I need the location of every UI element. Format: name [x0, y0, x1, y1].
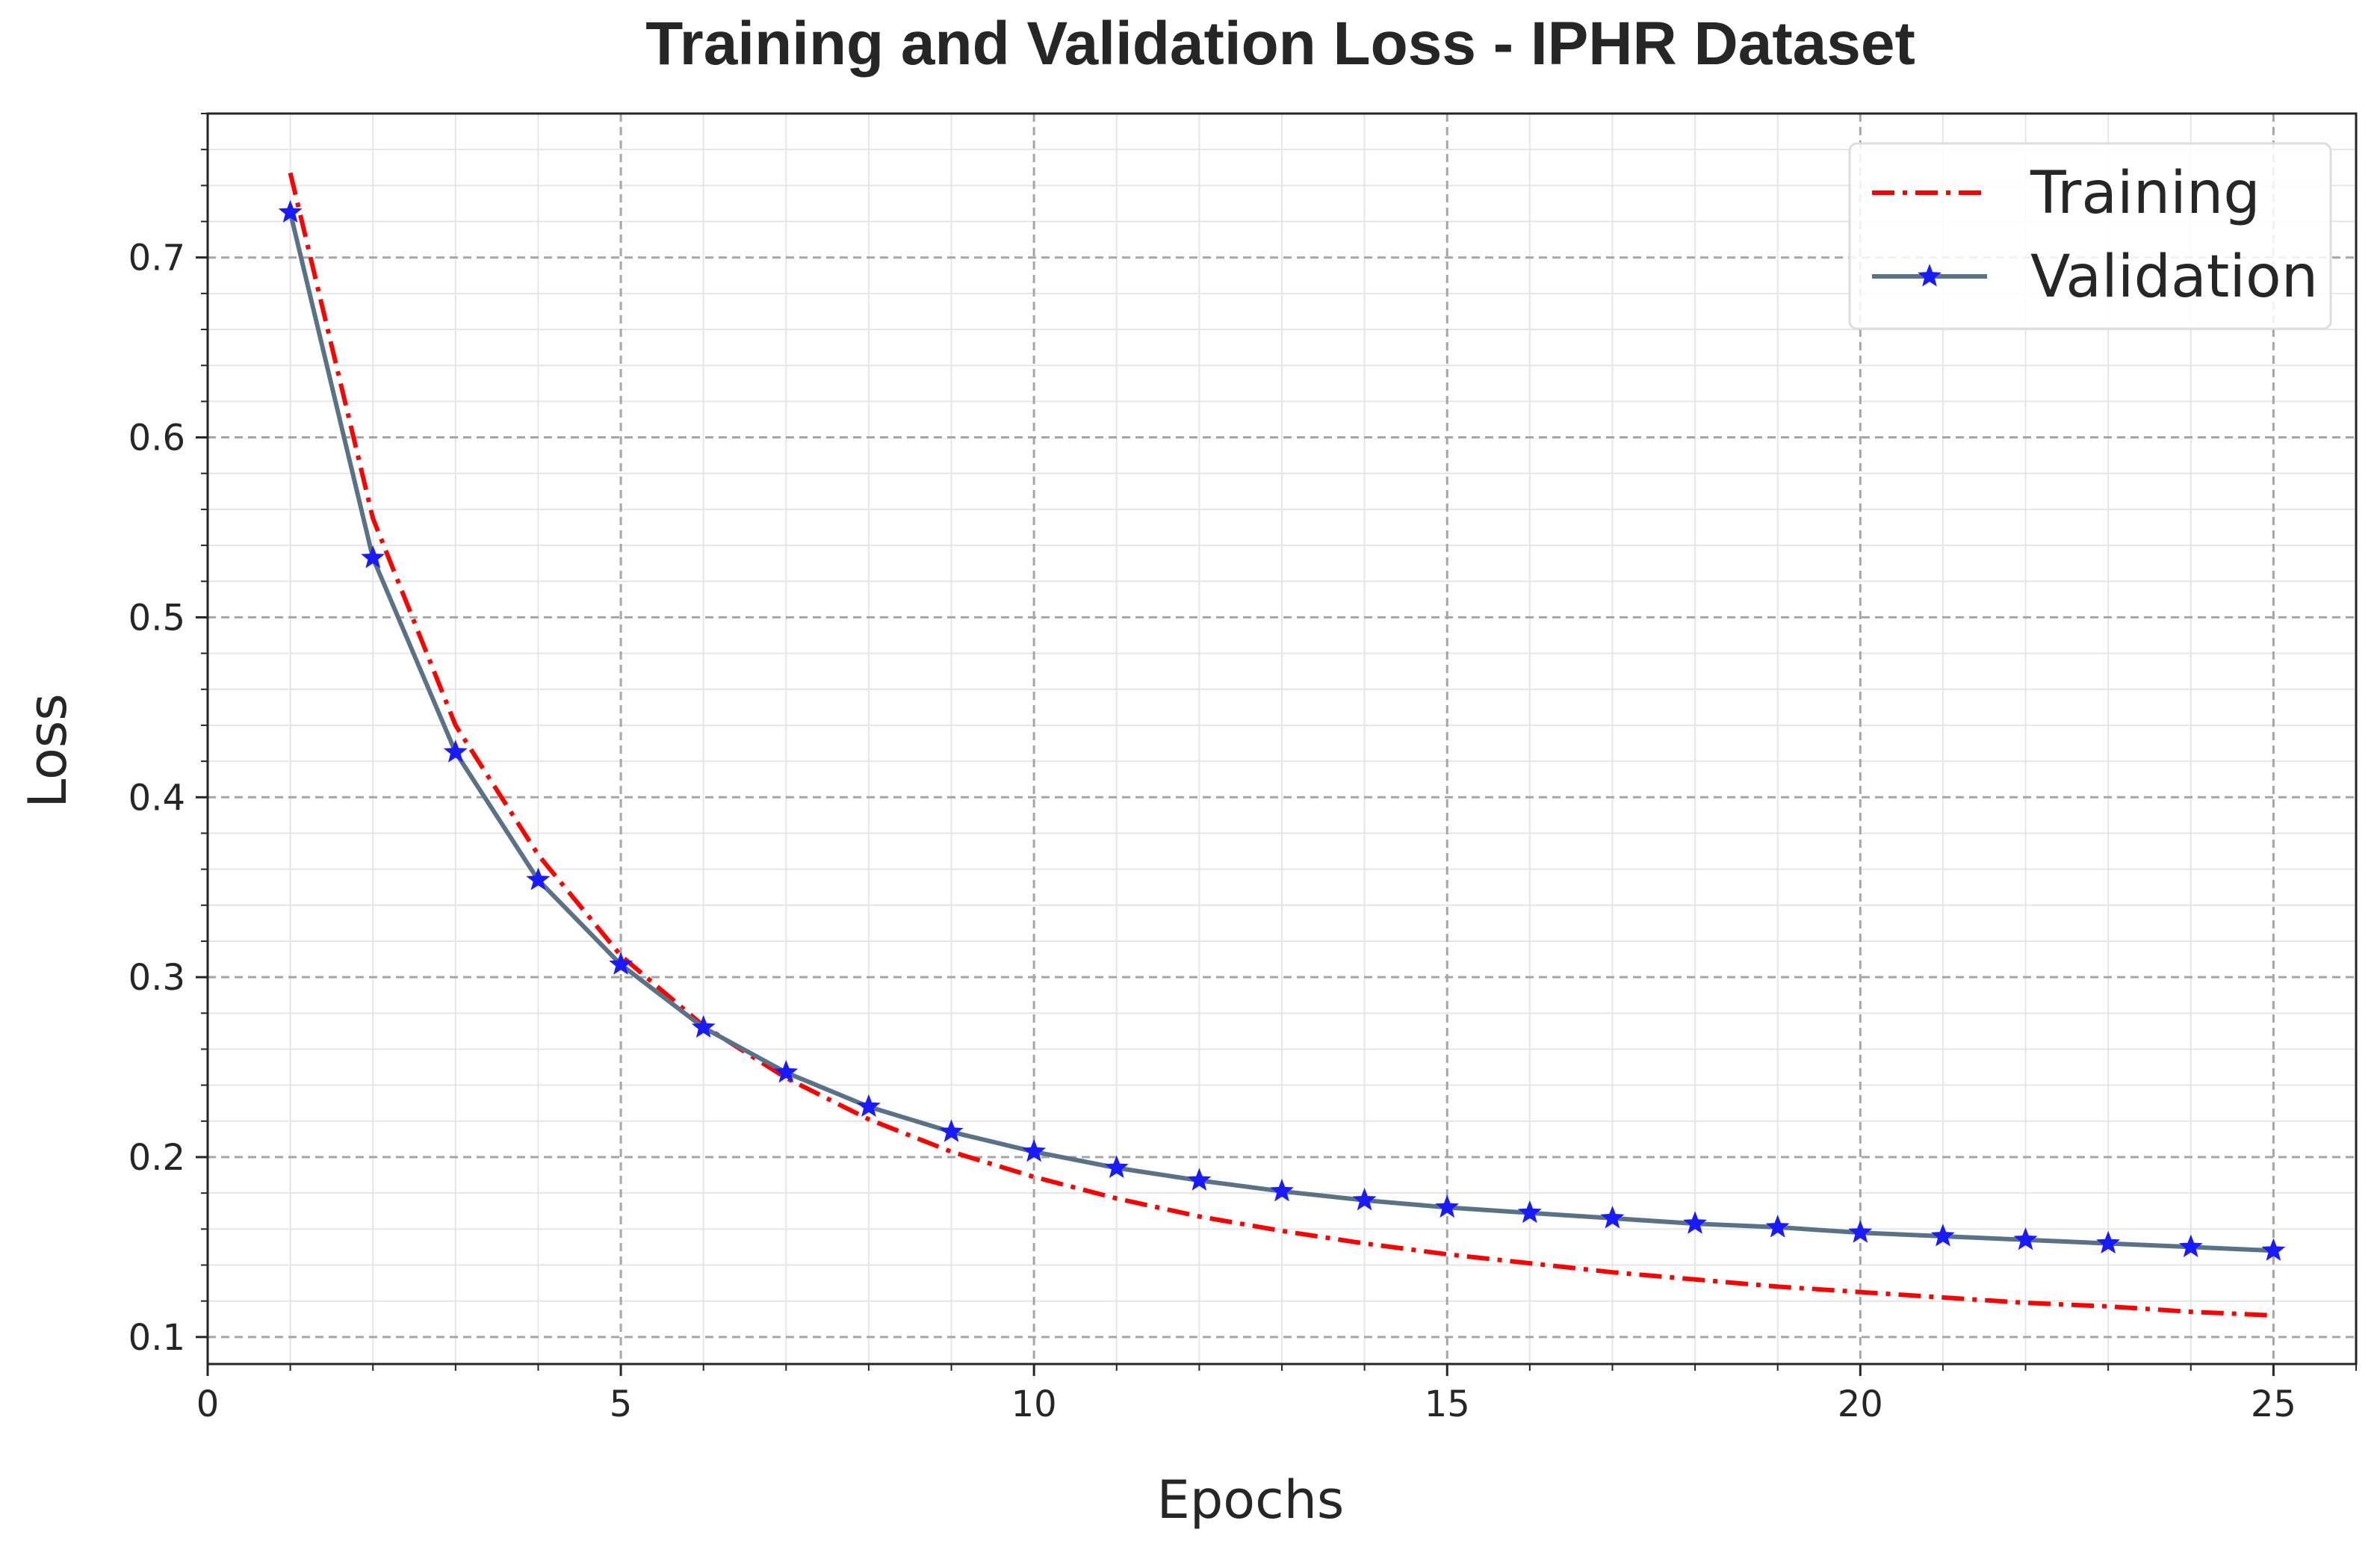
- legend-box: [1848, 142, 2332, 330]
- y-tick-label: 0.6: [128, 418, 185, 459]
- validation-point: [2178, 1234, 2203, 1258]
- legend-training-label: Training: [2030, 160, 2260, 227]
- validation-point: [1765, 1215, 1790, 1238]
- y-tick-label: 0.4: [128, 777, 185, 819]
- x-axis-label: Epochs: [1157, 1469, 1345, 1531]
- validation-point: [856, 1094, 881, 1118]
- validation-point: [2013, 1227, 2038, 1250]
- validation-point: [774, 1060, 799, 1083]
- x-tick-label: 0: [196, 1383, 220, 1425]
- x-tick-label: 25: [2251, 1383, 2296, 1425]
- series-layer: [278, 172, 2286, 1318]
- validation-point: [1104, 1155, 1129, 1179]
- validation-point: [443, 740, 468, 763]
- y-tick-label: 0.2: [128, 1137, 185, 1179]
- validation-point: [939, 1119, 964, 1142]
- x-tick-label: 15: [1425, 1383, 1470, 1425]
- validation-point: [526, 867, 551, 890]
- legend-validation-label: Validation: [2030, 244, 2318, 311]
- validation-point: [361, 545, 385, 568]
- validation-point: [1270, 1179, 1294, 1202]
- validation-point: [1022, 1139, 1047, 1162]
- legend-validation-marker: [1918, 264, 1942, 287]
- validation-point: [1930, 1224, 1955, 1247]
- validation-point: [691, 1014, 716, 1038]
- y-tick-label: 0.7: [128, 238, 185, 279]
- training-line: [288, 172, 2274, 1318]
- validation-point: [1848, 1220, 1873, 1243]
- x-tick-label: 10: [1011, 1383, 1057, 1425]
- y-axis-label: Loss: [17, 693, 78, 808]
- legend: Training Validation: [1848, 142, 2332, 330]
- x-tick-label: 20: [1838, 1383, 1883, 1425]
- x-tick-label: 5: [610, 1383, 633, 1425]
- validation-point: [1600, 1206, 1625, 1229]
- y-tick-label: 0.5: [128, 597, 185, 639]
- validation-point: [2096, 1230, 2121, 1254]
- y-tick-label: 0.3: [128, 957, 185, 999]
- validation-point: [609, 952, 633, 975]
- chart-title: Training and Validation Loss - IPHR Data…: [645, 10, 1915, 78]
- validation-point: [1352, 1187, 1377, 1211]
- validation-point: [1187, 1168, 1212, 1191]
- validation-point: [1517, 1200, 1542, 1224]
- axis-ticks: 0 5 10 15 20 25 0.1 0.2 0.3 0.4 0.5 0.6 0.7: [128, 113, 2357, 1425]
- y-tick-label: 0.1: [128, 1317, 185, 1359]
- validation-point: [1683, 1211, 1708, 1234]
- validation-point: [1435, 1194, 1460, 1218]
- validation-point: [278, 199, 303, 223]
- validation-point: [2261, 1238, 2286, 1261]
